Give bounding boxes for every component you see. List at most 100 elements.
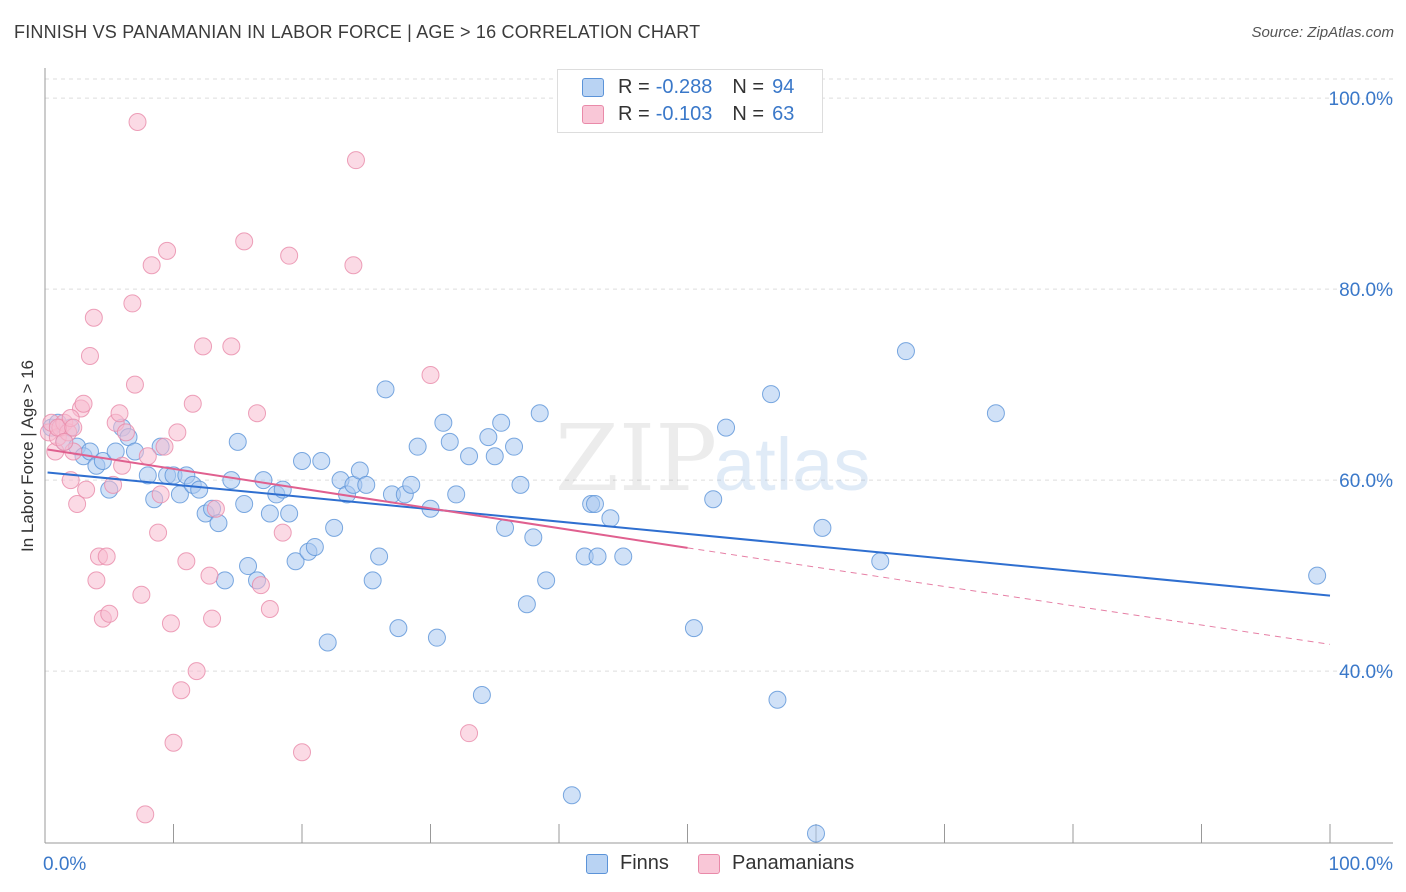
legend-row-panamanians: R = -0.103 N = 63 xyxy=(582,102,794,126)
n-label: N = xyxy=(732,102,765,125)
panamanians-point xyxy=(346,151,365,170)
finns-point xyxy=(562,786,581,805)
y-tick-label: 40.0% xyxy=(1339,662,1393,683)
panamanians-point xyxy=(222,337,241,356)
panamanians-point xyxy=(251,576,270,595)
panamanians-point xyxy=(161,614,180,633)
panamanians-point xyxy=(77,480,96,499)
panamanians-point xyxy=(194,337,213,356)
finns-r-value: -0.288 xyxy=(655,75,713,98)
finns-point xyxy=(260,504,279,523)
finns-point xyxy=(389,619,408,638)
finns-point xyxy=(496,518,515,537)
finns-point xyxy=(479,428,498,447)
finns-point xyxy=(447,485,466,504)
finns-point xyxy=(427,628,446,647)
finns-point xyxy=(460,447,479,466)
finns-point xyxy=(768,690,787,709)
panamanians-legend-label: Panamanians xyxy=(732,852,855,874)
panamanians-point xyxy=(100,604,119,623)
panamanians-point xyxy=(177,552,196,571)
finns-point xyxy=(325,518,344,537)
finns-point xyxy=(614,547,633,566)
finns-point xyxy=(190,480,209,499)
finns-point xyxy=(280,504,299,523)
panamanians-point xyxy=(84,308,103,327)
panamanians-point xyxy=(104,475,123,494)
x-tick-label-min: 0.0% xyxy=(43,854,86,875)
panamanians-point xyxy=(187,662,206,681)
finns-point xyxy=(312,452,331,470)
source-credit: Source: ZipAtlas.com xyxy=(1251,24,1394,41)
finns-legend-label: Finns xyxy=(620,852,669,874)
panamanians-point xyxy=(168,423,187,442)
panamanians-point xyxy=(172,681,191,700)
panamanians-point xyxy=(158,241,177,260)
panamanians-trend-extension xyxy=(687,547,1331,645)
finns-point xyxy=(530,404,549,423)
panamanians-point xyxy=(97,547,116,566)
panamanians-point xyxy=(55,432,74,451)
panamanians-point xyxy=(293,743,311,762)
chart-title: FINNISH VS PANAMANIAN IN LABOR FORCE | A… xyxy=(14,22,701,42)
finns-point xyxy=(440,432,459,451)
finns-point xyxy=(357,475,376,494)
finns-point xyxy=(986,404,1005,423)
finns-point xyxy=(363,571,382,590)
panamanians-point xyxy=(125,375,144,394)
finns-point xyxy=(871,552,890,571)
finns-point xyxy=(254,471,273,490)
panamanians-swatch xyxy=(582,104,604,124)
finns-point xyxy=(517,595,536,614)
data-points xyxy=(39,112,1327,843)
panamanians-point xyxy=(206,499,225,518)
panamanians-point xyxy=(200,566,219,585)
finns-point xyxy=(601,509,620,528)
finns-point xyxy=(684,619,703,638)
finns-point xyxy=(228,432,247,451)
finns-point xyxy=(807,824,825,843)
watermark-atlas: atlas xyxy=(714,423,870,506)
panamanians-point xyxy=(74,394,93,413)
finns-point xyxy=(408,437,427,456)
panamanians-point xyxy=(280,246,299,265)
finns-point xyxy=(235,494,254,513)
panamanians-point xyxy=(203,609,222,628)
finns-trend-line xyxy=(47,471,1331,597)
panamanians-point xyxy=(260,600,279,619)
panamanians-point xyxy=(136,805,155,824)
bottom-legend-panamanians[interactable]: Panamanians xyxy=(698,852,854,875)
panamanians-point xyxy=(164,733,183,752)
panamanians-point xyxy=(151,485,170,504)
finns-point xyxy=(492,413,511,432)
y-tick-label: 60.0% xyxy=(1339,471,1393,492)
panamanians-point xyxy=(183,394,202,413)
finns-point xyxy=(318,633,337,652)
panamanians-n-value: 63 xyxy=(772,102,795,125)
finns-point xyxy=(588,547,607,566)
axes xyxy=(44,68,1393,844)
bottom-legend-finns[interactable]: Finns xyxy=(586,852,669,875)
panamanians-point xyxy=(235,232,254,251)
finns-point xyxy=(717,418,736,437)
panamanians-point xyxy=(80,346,99,365)
x-tick-label-max: 100.0% xyxy=(1329,854,1394,875)
tick-labels: 40.0% 60.0% 80.0% 100.0% 0.0% 100.0% xyxy=(43,89,1393,875)
finns-point xyxy=(370,547,389,566)
finns-point xyxy=(215,571,234,590)
panamanians-point xyxy=(68,494,87,513)
trend-lines xyxy=(47,448,1331,645)
finns-point xyxy=(434,413,453,432)
panamanians-point xyxy=(155,437,174,456)
finns-point xyxy=(376,380,395,399)
finns-point xyxy=(762,385,781,404)
y-tick-label: 80.0% xyxy=(1339,280,1393,301)
panamanians-point xyxy=(138,447,157,466)
panamanians-point xyxy=(110,404,129,423)
finns-point xyxy=(222,471,241,490)
watermark: ZIP atlas xyxy=(555,405,870,512)
finns-point xyxy=(305,537,324,556)
panamanians-point xyxy=(123,294,142,313)
legend-row-finns: R = -0.288 N = 94 xyxy=(582,75,794,99)
finns-point xyxy=(505,437,524,456)
